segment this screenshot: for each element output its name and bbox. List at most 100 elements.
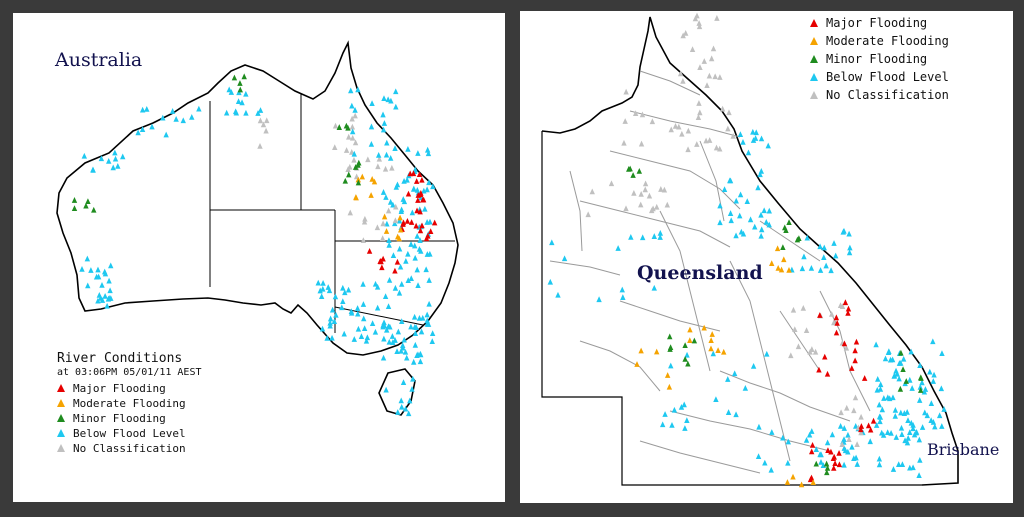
gauge-marker-triangle (717, 219, 723, 226)
gauge-marker-triangle (841, 436, 847, 443)
gauge-marker-triangle (398, 208, 404, 214)
gauge-marker-triangle (418, 189, 424, 196)
gauge-marker-triangle (804, 234, 810, 241)
gauge-marker-triangle (427, 228, 434, 234)
gauge-marker-triangle (349, 134, 356, 141)
gauge-marker-triangle (851, 407, 857, 414)
gauge-marker-triangle (346, 171, 352, 178)
gauge-marker-triangle (824, 370, 831, 377)
gauge-marker-triangle (398, 318, 405, 325)
gauge-marker-triangle (681, 401, 687, 408)
gauge-marker-triangle (408, 241, 414, 247)
gauge-marker-triangle (877, 386, 884, 392)
gauge-marker-triangle (405, 190, 412, 197)
gauge-marker-triangle (351, 156, 357, 163)
gauge-marker-triangle (816, 366, 822, 373)
gauge-marker-triangle (383, 194, 389, 200)
gauge-marker-triangle (809, 428, 815, 434)
gauge-marker-triangle (755, 184, 761, 191)
gauge-marker-triangle (392, 267, 398, 274)
gauge-marker-triangle (927, 368, 933, 375)
gauge-marker-triangle (922, 409, 928, 416)
gauge-marker-triangle (417, 208, 423, 215)
gauge-marker-triangle (876, 455, 883, 462)
gauge-marker-triangle (913, 429, 919, 436)
gauge-marker-triangle (750, 362, 757, 369)
gauge-marker-triangle (381, 335, 387, 342)
gauge-marker-triangle (585, 211, 591, 218)
gauge-marker-triangle (382, 165, 389, 172)
gauge-marker-triangle (725, 125, 731, 132)
gauge-marker-triangle (803, 327, 810, 334)
gauge-marker-triangle (235, 98, 242, 105)
gauge-marker-triangle (678, 403, 685, 410)
gauge-marker-triangle (894, 370, 900, 377)
gauge-marker-triangle (423, 266, 429, 273)
gauge-marker-triangle (792, 326, 798, 332)
gauge-marker-triangle (794, 236, 801, 243)
legend-item-major: Major Flooding (57, 381, 202, 396)
gauge-marker-triangle (730, 132, 736, 139)
gauge-marker-triangle (372, 280, 379, 287)
gauge-marker-triangle (806, 431, 813, 438)
gauge-marker-triangle (799, 265, 806, 272)
gauge-marker-triangle (829, 431, 836, 438)
gauge-marker-triangle (817, 243, 823, 250)
gauge-marker-triangle (852, 394, 859, 401)
gauge-marker-triangle (726, 109, 732, 116)
gauge-marker-triangle (766, 221, 772, 228)
gauge-marker-triangle (861, 375, 868, 381)
gauge-marker-triangle (873, 422, 880, 428)
gauge-marker-triangle (831, 453, 837, 460)
gauge-marker-triangle (632, 110, 639, 117)
queensland-map-panel: Queensland Brisbane Major Flooding Moder… (520, 11, 1013, 503)
legend-item-major: Major Flooding (810, 14, 949, 32)
gauge-marker-triangle (223, 109, 230, 116)
gauge-marker-triangle (824, 469, 830, 476)
gauge-marker-triangle (399, 403, 405, 410)
gauge-marker-triangle (701, 324, 707, 331)
gauge-marker-triangle (384, 220, 390, 227)
gauge-marker-triangle (873, 341, 879, 348)
australia-map-title: Australia (55, 49, 143, 71)
gauge-marker-triangle (325, 284, 331, 290)
gauge-marker-triangle (383, 228, 390, 234)
gauge-marker-triangle (393, 183, 400, 190)
gauge-marker-triangle (761, 207, 767, 214)
gauge-marker-triangle (666, 383, 673, 390)
gauge-marker-triangle (396, 217, 403, 224)
gauge-marker-triangle (717, 74, 723, 80)
gauge-marker-triangle (395, 328, 402, 335)
gauge-marker-triangle (820, 462, 827, 469)
gauge-marker-triangle (139, 126, 146, 132)
gauge-marker-triangle (400, 221, 406, 227)
gauge-marker-triangle (834, 320, 840, 326)
gauge-marker-triangle (696, 23, 703, 30)
gauge-marker-triangle (697, 64, 703, 70)
gauge-marker-triangle (163, 131, 169, 138)
gauge-marker-triangle (841, 425, 848, 431)
gauge-marker-triangle (395, 233, 401, 240)
gauge-marker-triangle (917, 457, 923, 463)
gauge-marker-triangle (412, 242, 418, 249)
gauge-marker-triangle (844, 404, 850, 411)
legend-timestamp: at 03:06PM 05/01/11 AEST (57, 367, 202, 378)
gauge-marker-triangle (845, 309, 851, 316)
gauge-marker-triangle (638, 347, 644, 354)
gauge-marker-triangle (750, 128, 756, 135)
gauge-marker-triangle (638, 140, 645, 147)
gauge-marker-triangle (785, 438, 791, 445)
gauge-marker-triangle (318, 293, 325, 299)
gauge-marker-triangle (85, 282, 91, 289)
gauge-marker-triangle (402, 405, 409, 412)
gauge-marker-triangle (368, 123, 375, 130)
gauge-marker-triangle (416, 171, 423, 177)
gauge-marker-triangle (833, 314, 840, 321)
gauge-marker-triangle (679, 130, 685, 137)
gauge-marker-triangle (825, 447, 831, 454)
gauge-marker-triangle (769, 260, 775, 267)
gauge-marker-triangle (650, 205, 656, 212)
gauge-marker-triangle (704, 82, 710, 89)
gauge-marker-triangle (412, 254, 418, 261)
gauge-marker-triangle (899, 461, 906, 467)
